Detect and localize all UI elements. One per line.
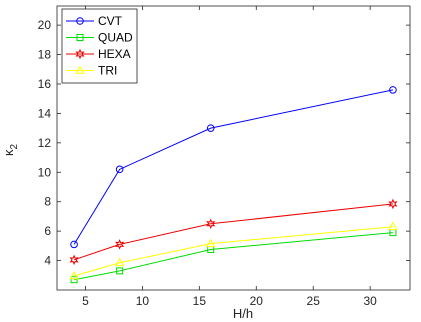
data-point-hexa [388,198,398,210]
legend-entry-cvt: CVT [66,14,123,28]
data-point-cvt [70,240,78,249]
series-quad [70,229,397,284]
series-tri [69,221,398,280]
legend: CVT QUAD HEXA TRI [61,8,138,84]
y-tick-label: 12 [38,136,52,150]
y-tick-label: 8 [44,195,51,209]
y-tick-label: 14 [38,106,52,120]
x-tick-label: 10 [136,294,150,308]
y-tick-label: 6 [44,224,51,238]
legend-entry-tri: TRI [66,64,117,78]
series-line-cvt [73,89,394,245]
legend-label-quad: QUAD [98,31,133,45]
data-point-quad [116,267,124,275]
data-point-hexa [115,239,125,250]
series-line-hexa [73,203,393,261]
y-axis-label: κ2 [1,144,20,157]
y-axis-label-main: κ [1,149,16,156]
legend-marker-cvt [76,17,84,25]
y-axis-label-group: κ2 [1,144,20,157]
data-point-cvt [115,165,124,174]
x-tick-label: 5 [82,294,89,308]
x-tick-label: 15 [193,294,207,308]
x-axis-label: H/h [233,306,253,321]
series-hexa [69,198,398,266]
data-point-cvt [389,86,397,94]
y-tick-label: 20 [38,18,52,32]
y-tick-label: 16 [38,77,52,91]
data-point-tri [388,221,398,231]
series-line-tri [73,226,393,277]
legend-label-cvt: CVT [98,14,123,28]
data-point-cvt [206,124,215,132]
series-line-quad [73,232,393,281]
legend-marker-hexa [75,48,85,60]
legend-label-hexa: HEXA [98,47,131,61]
y-tick-label: 10 [38,165,52,179]
x-axis-ticks: 5 10 15 20 25 30 [82,6,377,308]
data-point-hexa [69,254,79,266]
y-axis-label-subscript: 2 [9,144,20,150]
y-tick-label: 18 [38,48,52,62]
data-point-quad [70,276,78,284]
series-layer [69,86,398,284]
series-cvt [70,86,397,249]
x-tick-label: 25 [307,294,321,308]
y-tick-label: 4 [44,254,51,268]
plot-border [56,5,411,291]
legend-entry-quad: QUAD [66,31,133,45]
data-point-hexa [206,218,216,230]
data-point-tri [114,257,125,267]
x-tick-label: 30 [363,294,377,308]
legend-marker-quad [76,34,84,41]
plot-frame [56,5,411,291]
data-point-tri [69,270,79,280]
y-axis-ticks: 4 6 8 10 12 14 16 18 20 [38,18,410,268]
x-tick-label: 20 [250,294,264,308]
data-point-tri [206,238,216,247]
legend-label-tri: TRI [98,64,117,78]
legend-entry-hexa: HEXA [66,47,131,61]
legend-marker-tri [75,65,85,74]
